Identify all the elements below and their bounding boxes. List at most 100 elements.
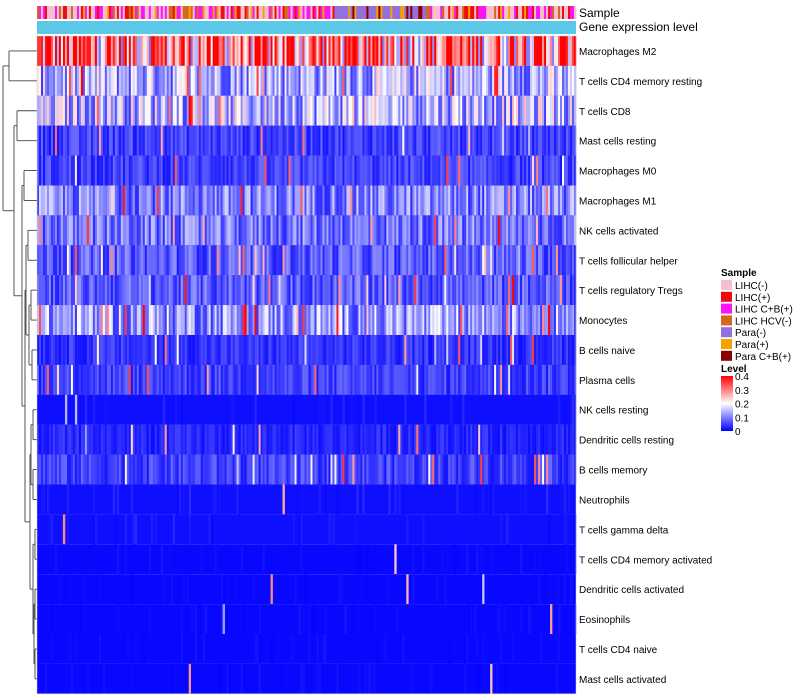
heatmap-cell — [128, 36, 132, 66]
sample-annotation-cell — [388, 6, 391, 19]
heatmap-cell — [192, 215, 196, 246]
heatmap-cell — [432, 335, 435, 365]
heatmap-cell — [408, 185, 411, 216]
heatmap-cell — [490, 275, 493, 306]
heatmap-cell — [108, 454, 112, 485]
heatmap-cell — [568, 245, 571, 276]
heatmap-cell — [380, 95, 383, 126]
heatmap-cell — [140, 424, 144, 455]
heatmap-cell — [564, 514, 567, 545]
heatmap-cell — [126, 185, 130, 216]
heatmap-cell — [214, 544, 217, 575]
heatmap-cell — [44, 245, 48, 276]
heatmap-cell — [256, 424, 259, 455]
heatmap-cell — [254, 245, 257, 276]
heatmap-cell — [492, 424, 495, 455]
heatmap-cell — [142, 36, 146, 66]
heatmap-cell — [308, 454, 311, 485]
heatmap-cell — [66, 514, 70, 545]
heatmap-cell — [92, 215, 96, 246]
heatmap-cell — [178, 125, 182, 156]
heatmap-cell — [212, 454, 215, 485]
heatmap-cell — [368, 155, 371, 186]
heatmap-cell — [538, 574, 541, 605]
heatmap-cell — [328, 454, 331, 485]
heatmap-cell — [346, 155, 349, 186]
heatmap-cell — [536, 155, 539, 186]
sample-annotation-cell — [326, 6, 329, 19]
heatmap-cell — [470, 245, 473, 276]
heatmap-cell — [158, 305, 162, 335]
heatmap-cell — [320, 305, 323, 335]
heatmap-cell — [556, 95, 559, 126]
heatmap-cell — [464, 155, 467, 186]
heatmap-cell — [400, 424, 403, 455]
heatmap-cell — [80, 454, 84, 485]
heatmap-cell — [90, 215, 94, 246]
heatmap-cell — [140, 95, 144, 126]
heatmap-cell — [322, 215, 325, 246]
heatmap-cell — [68, 155, 72, 186]
heatmap-cell — [220, 604, 223, 634]
heatmap-cell — [522, 305, 525, 335]
heatmap-cell — [556, 155, 559, 186]
sample-annotation-cell — [416, 6, 419, 19]
heatmap-cell — [230, 185, 233, 216]
heatmap-cell — [514, 335, 517, 365]
sample-annotation-cell — [518, 6, 521, 19]
heatmap-cell — [254, 364, 257, 395]
heatmap-cell — [296, 364, 299, 395]
heatmap-cell — [270, 634, 273, 664]
heatmap-cell — [226, 185, 229, 216]
heatmap-cell — [286, 185, 289, 216]
heatmap-cell — [308, 245, 311, 276]
heatmap-cell — [480, 364, 483, 395]
heatmap-cell — [318, 215, 321, 246]
heatmap-cell — [532, 95, 535, 126]
heatmap-cell — [144, 95, 148, 126]
heatmap-cell — [342, 275, 345, 306]
heatmap-cell — [72, 215, 76, 246]
heatmap-cell — [96, 454, 100, 485]
heatmap-cell — [406, 424, 409, 455]
heatmap-cell — [370, 95, 373, 126]
heatmap-cell — [560, 36, 563, 66]
heatmap-cell — [562, 95, 565, 126]
heatmap-cell — [258, 185, 261, 216]
heatmap-cell — [258, 125, 261, 156]
heatmap-cell — [112, 364, 116, 395]
heatmap-cell — [562, 245, 565, 276]
heatmap-cell — [554, 364, 557, 395]
heatmap-cell — [80, 364, 84, 395]
heatmap-cell — [306, 604, 309, 634]
heatmap-cell — [178, 305, 182, 335]
sample-annotation-cell — [540, 6, 543, 19]
heatmap-cell — [68, 275, 72, 306]
heatmap-cell — [356, 454, 359, 485]
sample-legend-swatch — [721, 303, 732, 314]
heatmap-cell — [188, 335, 192, 365]
heatmap-cell — [246, 275, 249, 306]
heatmap-cell — [228, 335, 231, 365]
heatmap-cell — [162, 394, 166, 425]
heatmap-cell — [316, 36, 319, 66]
heatmap-cell — [202, 36, 205, 66]
heatmap-cell — [82, 185, 86, 216]
heatmap-cell — [62, 185, 66, 216]
sample-annotation-cell — [162, 6, 166, 19]
heatmap-cell — [234, 454, 237, 485]
heatmap-cell — [244, 245, 247, 276]
heatmap-cell — [58, 185, 62, 216]
heatmap-cell — [252, 185, 255, 216]
heatmap-cell — [438, 215, 441, 246]
heatmap-cell — [322, 245, 325, 276]
heatmap-cell — [496, 335, 499, 365]
heatmap-cell — [518, 36, 521, 66]
heatmap-cell — [112, 185, 116, 216]
heatmap-cell — [386, 574, 389, 605]
heatmap-cell — [450, 185, 453, 216]
level-legend: Level 0.40.30.20.10 — [721, 364, 749, 438]
heatmap-cell — [256, 36, 259, 66]
heatmap-cell — [72, 364, 76, 395]
heatmap-cell — [466, 215, 469, 246]
